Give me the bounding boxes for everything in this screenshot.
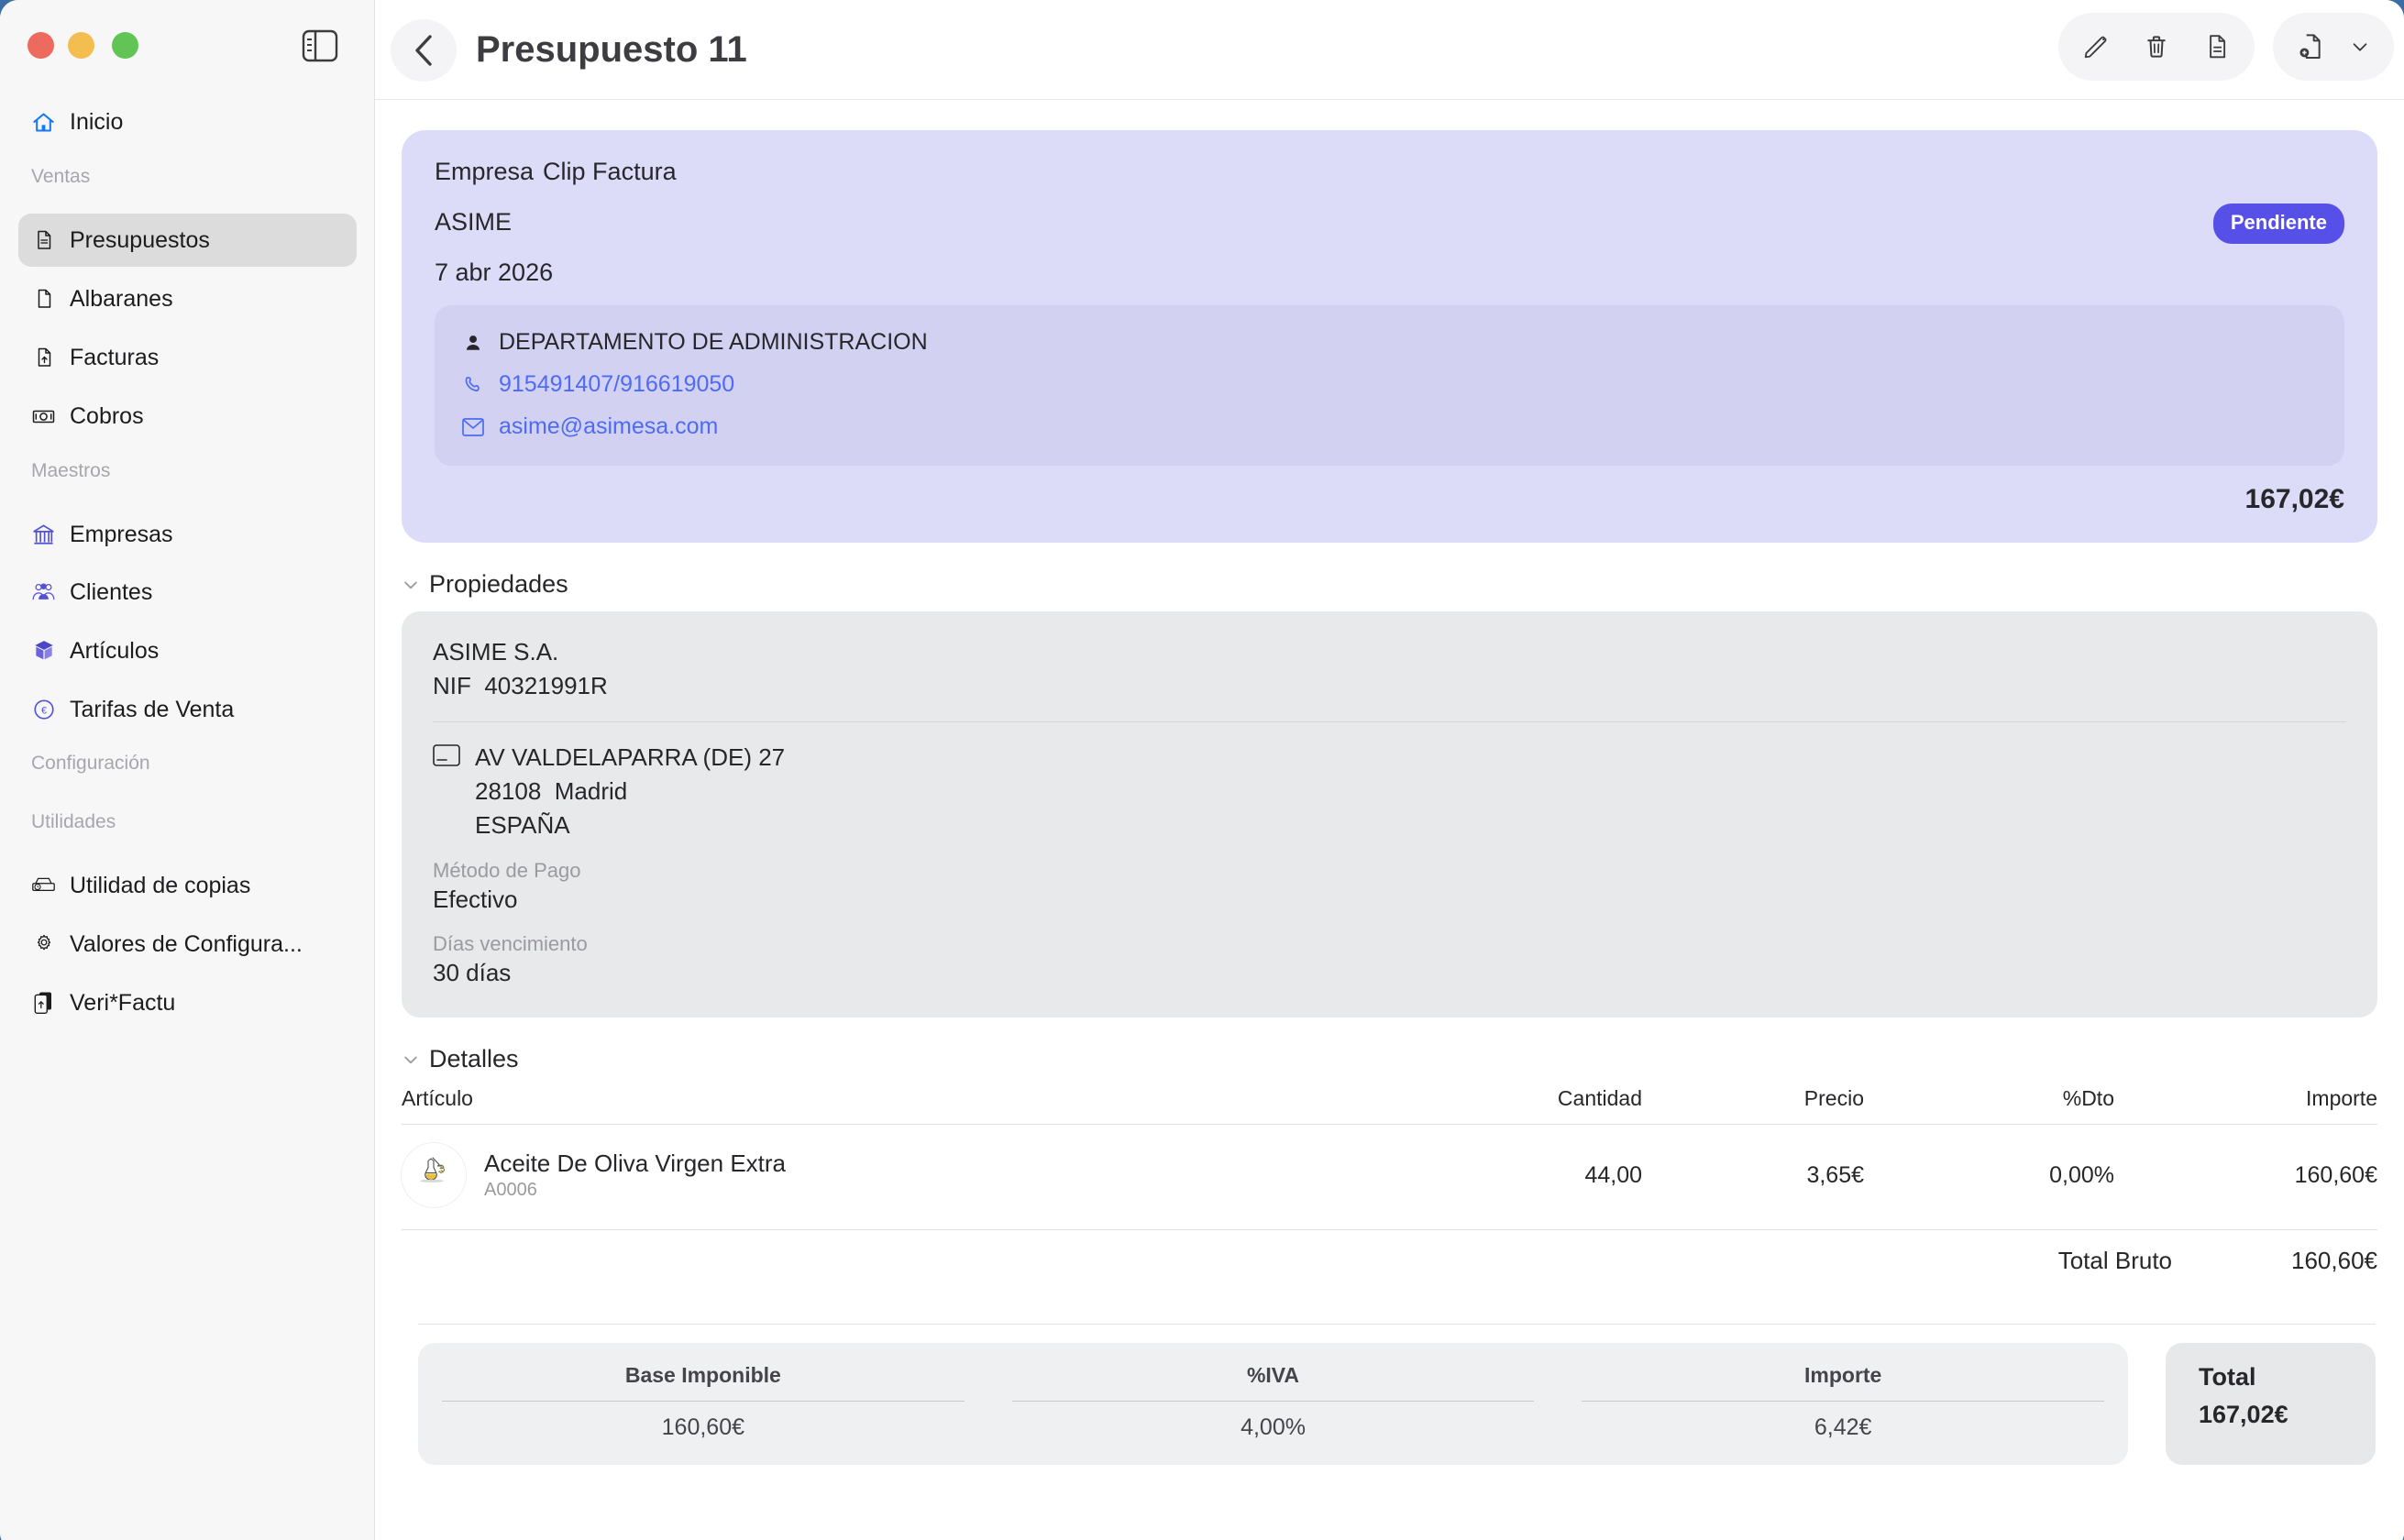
- svg-text:€: €: [40, 706, 46, 717]
